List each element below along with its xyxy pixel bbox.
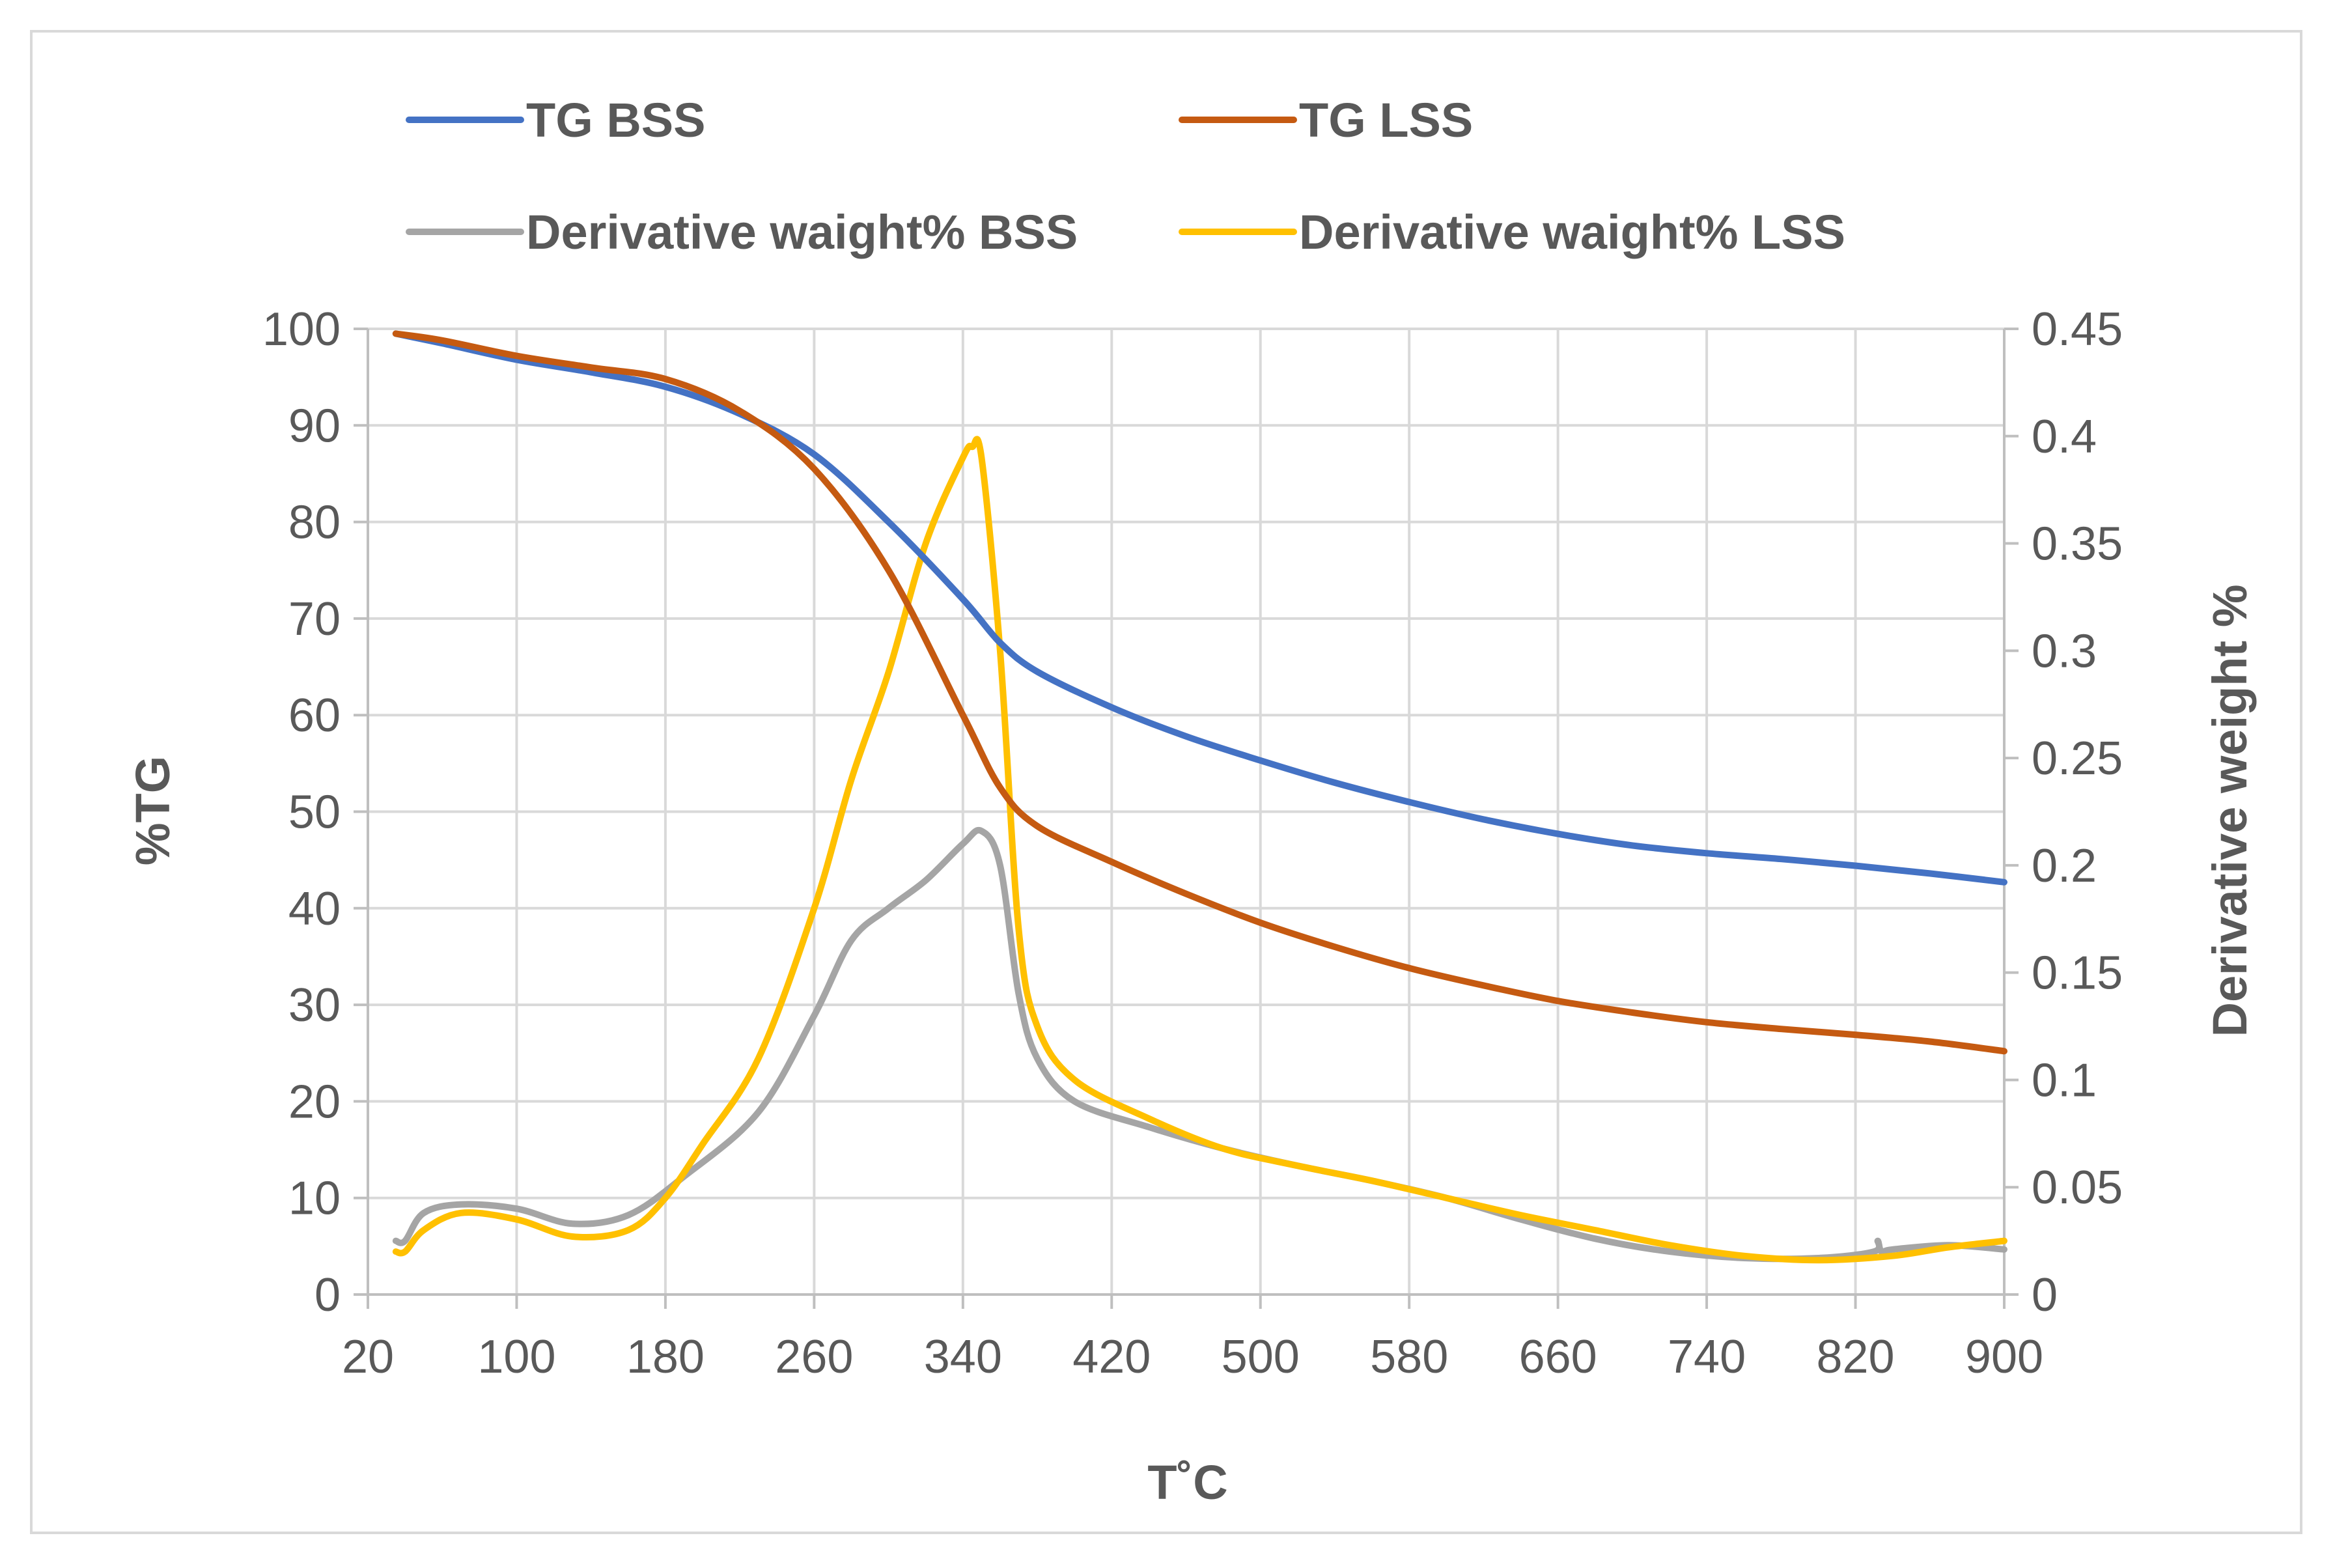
y2-tick-label: 0.2 [2032, 840, 2097, 892]
legend-item-derivative-bss[interactable]: Derivative waight% BSS [406, 205, 1078, 259]
legend-item-tg-bss[interactable]: TG BSS [406, 93, 705, 147]
y2-tick-label: 0.1 [2032, 1054, 2097, 1106]
y-axis-title: %TG [126, 756, 180, 866]
tick-labels: 20 100 180 260 340 420 500 580 660 740 820 90001020… [262, 303, 2123, 1383]
series-line-tg-bss [392, 330, 2007, 886]
legend-label-tg-bss: TG BSS [526, 93, 705, 147]
y-tick-label: 100 [262, 303, 341, 356]
legend-item-tg-lss[interactable]: TG LSS [1179, 93, 1473, 147]
y2-tick-label: 0.3 [2032, 625, 2097, 677]
x-axis-title: T˚C [1147, 1455, 1227, 1509]
x-tick-label: 900 [1965, 1331, 2043, 1383]
y-tick-label: 50 [288, 787, 341, 839]
series-line-derivative-lss [392, 436, 2007, 1264]
y-tick-label: 10 [288, 1173, 341, 1225]
axes [354, 328, 2019, 1309]
y-tick-label: 40 [288, 883, 341, 935]
y2-tick-label: 0.45 [2032, 303, 2123, 356]
x-tick-label: 580 [1370, 1331, 1448, 1383]
series-lines [392, 330, 2007, 1264]
series-line-derivative-bss [392, 826, 2007, 1263]
y-tick-label: 20 [288, 1076, 341, 1128]
y2-tick-label: 0.4 [2032, 411, 2097, 463]
x-tick-label: 420 [1072, 1331, 1151, 1383]
x-tick-label: 740 [1668, 1331, 1746, 1383]
x-tick-label: 100 [477, 1331, 555, 1383]
legend-label-tg-lss: TG LSS [1299, 93, 1473, 147]
y2-tick-label: 0.05 [2032, 1162, 2123, 1214]
legend-label-derivative-lss: Derivative waight% LSS [1299, 205, 1845, 259]
grid [368, 328, 2006, 1295]
legend-label-derivative-bss: Derivative waight% BSS [526, 205, 1078, 259]
x-tick-label: 660 [1519, 1331, 1597, 1383]
y-tick-label: 30 [288, 979, 341, 1031]
y2-tick-label: 0.15 [2032, 947, 2123, 1000]
series-line-tg-lss [392, 330, 2007, 1055]
y-tick-label: 60 [288, 690, 341, 742]
x-tick-label: 500 [1222, 1331, 1300, 1383]
x-tick-label: 820 [1816, 1331, 1894, 1383]
y-tick-label: 90 [288, 400, 341, 452]
y2-tick-label: 0 [2032, 1269, 2058, 1321]
legend-item-derivative-lss[interactable]: Derivative waight% LSS [1179, 205, 1845, 259]
legend: TG BSS TG LSS Derivative waight% BSS Der… [406, 93, 1845, 259]
y2-tick-label: 0.25 [2032, 733, 2123, 785]
y2-axis-title: Derivative weight % [2203, 584, 2257, 1037]
x-tick-label: 20 [342, 1331, 394, 1383]
chart-frame [30, 30, 2302, 1534]
x-tick-label: 180 [626, 1331, 705, 1383]
x-tick-label: 340 [924, 1331, 1002, 1383]
y2-tick-label: 0.35 [2032, 518, 2123, 570]
y-tick-label: 80 [288, 497, 341, 549]
y-tick-label: 0 [315, 1269, 341, 1321]
x-tick-label: 260 [775, 1331, 853, 1383]
y-tick-label: 70 [288, 593, 341, 645]
